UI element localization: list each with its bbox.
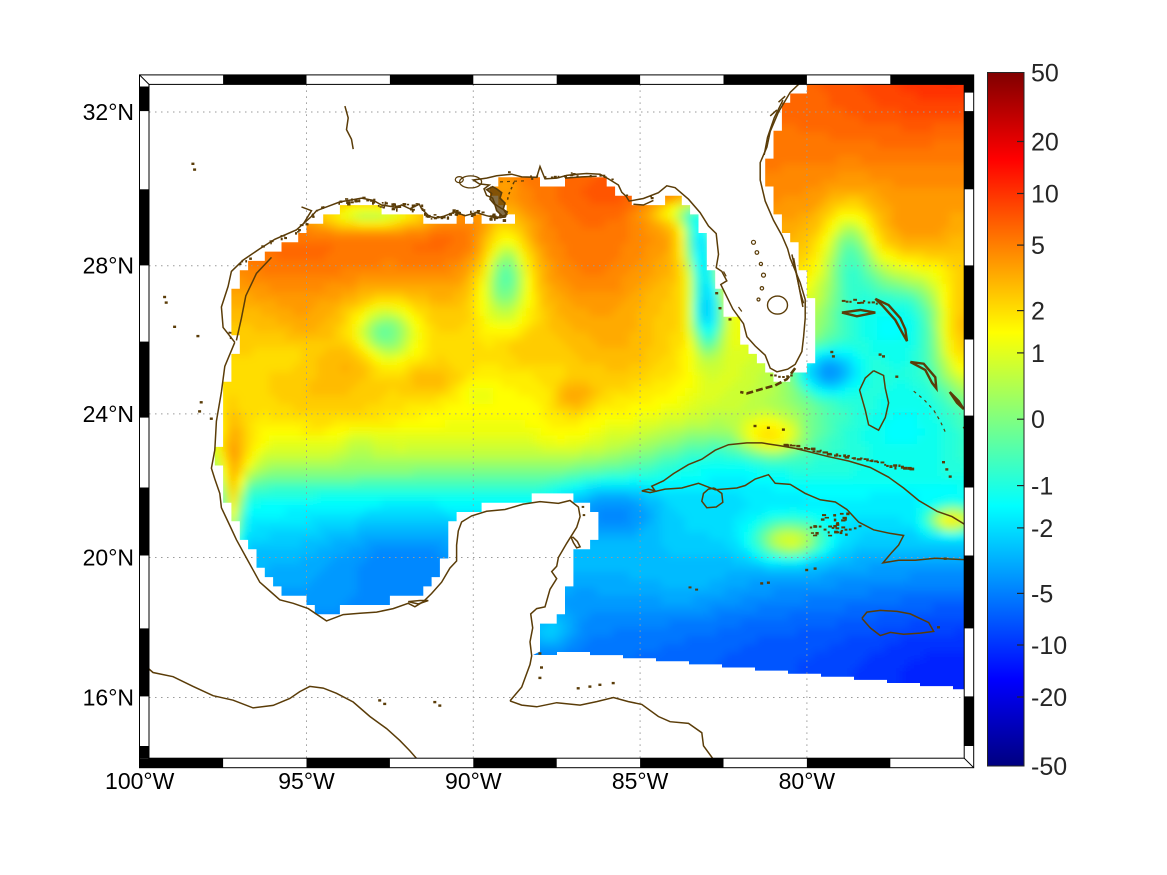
svg-text:5: 5 bbox=[1031, 232, 1045, 260]
svg-text:32°N: 32°N bbox=[83, 99, 134, 125]
svg-text:-50: -50 bbox=[1031, 753, 1067, 781]
svg-text:85°W: 85°W bbox=[612, 768, 669, 794]
svg-text:95°W: 95°W bbox=[278, 768, 335, 794]
svg-text:16°N: 16°N bbox=[83, 685, 134, 711]
svg-text:80°W: 80°W bbox=[779, 768, 836, 794]
svg-text:10: 10 bbox=[1031, 181, 1059, 209]
svg-text:-2: -2 bbox=[1031, 515, 1053, 543]
svg-text:20°N: 20°N bbox=[83, 545, 134, 571]
svg-text:2: 2 bbox=[1031, 298, 1045, 326]
svg-text:90°W: 90°W bbox=[445, 768, 502, 794]
svg-text:1: 1 bbox=[1031, 340, 1045, 368]
svg-text:20: 20 bbox=[1031, 129, 1059, 157]
svg-text:-1: -1 bbox=[1031, 473, 1053, 501]
svg-text:100°W: 100°W bbox=[105, 768, 175, 794]
svg-text:50: 50 bbox=[1031, 60, 1059, 88]
svg-text:0: 0 bbox=[1031, 406, 1045, 434]
svg-text:-20: -20 bbox=[1031, 684, 1067, 712]
svg-text:-5: -5 bbox=[1031, 580, 1053, 608]
svg-text:24°N: 24°N bbox=[83, 401, 134, 427]
svg-text:-10: -10 bbox=[1031, 632, 1067, 660]
svg-text:28°N: 28°N bbox=[83, 253, 134, 279]
